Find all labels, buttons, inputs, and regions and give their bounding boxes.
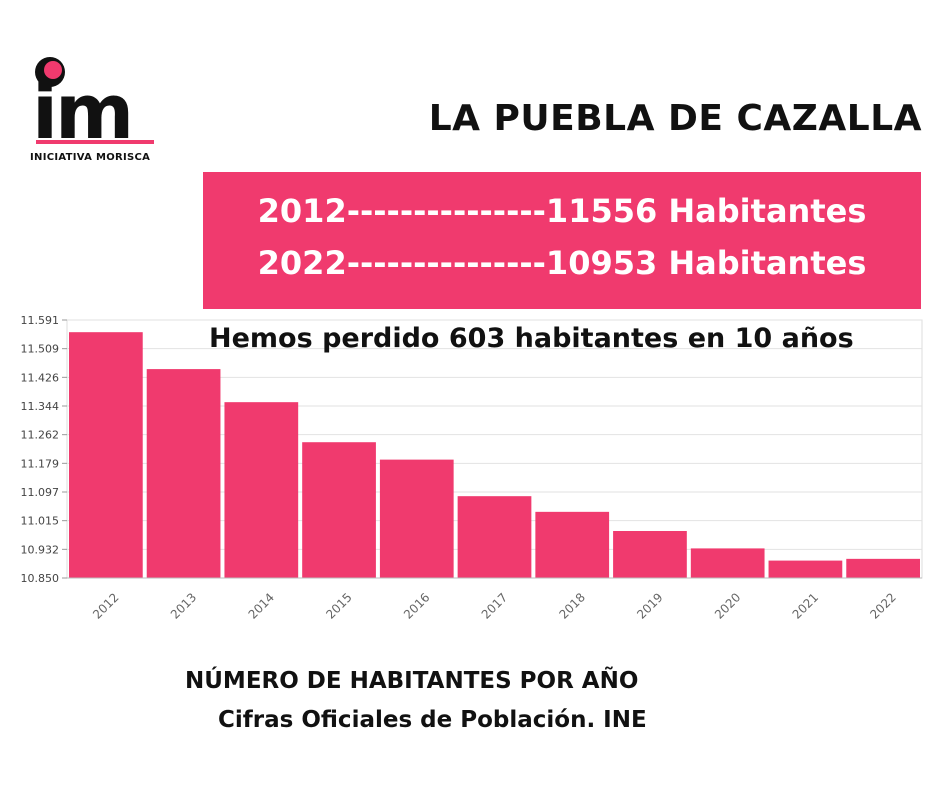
bar-2017 xyxy=(457,496,532,578)
y-tick-label: 11.097 xyxy=(21,486,60,499)
x-tick-label: 2014 xyxy=(246,590,277,621)
x-tick-label: 2015 xyxy=(323,590,354,621)
logo-dot-inner xyxy=(44,61,62,79)
y-tick-label: 11.344 xyxy=(21,400,60,413)
bar-2019 xyxy=(613,530,687,578)
chart-annotation: Hemos perdido 603 habitantes en 10 años xyxy=(209,323,854,354)
bar-2022 xyxy=(846,558,920,578)
footer-title: NÚMERO DE HABITANTES POR AÑO xyxy=(185,668,639,694)
bar-2014 xyxy=(224,402,299,578)
highlight-line-2022: 2022---------------10953 Habitantes xyxy=(257,244,867,282)
y-tick-label: 10.850 xyxy=(21,572,60,585)
x-tick-label: 2012 xyxy=(90,590,121,621)
population-bar-chart: 11.591 11.509 11.426 11.344 11.262 11.179 11.0… xyxy=(21,314,923,622)
bar-2013 xyxy=(146,369,221,578)
bar-2020 xyxy=(690,548,765,578)
x-tick-label: 2016 xyxy=(401,590,432,621)
x-tick-label: 2022 xyxy=(867,590,898,621)
x-tick-label: 2019 xyxy=(634,590,665,621)
logo-caption: INICIATIVA MORISCA xyxy=(30,152,151,163)
y-tick-label: 11.262 xyxy=(21,429,60,442)
x-tick-label: 2020 xyxy=(712,590,743,621)
y-tick-label: 11.591 xyxy=(21,314,60,327)
y-tick-label: 11.179 xyxy=(21,457,60,470)
y-tick-label: 11.015 xyxy=(21,515,60,528)
bar-2015 xyxy=(302,442,376,578)
bar-2012 xyxy=(69,332,143,578)
bar-2021 xyxy=(768,560,843,578)
highlight-line-2012: 2012---------------11556 Habitantes xyxy=(257,192,867,230)
footer-source: Cifras Oficiales de Población. INE xyxy=(218,707,647,733)
bar-2016 xyxy=(379,459,454,578)
y-tick-label: 10.932 xyxy=(21,543,60,556)
logo-underline xyxy=(36,140,154,144)
x-tick-label: 2013 xyxy=(168,590,199,621)
bar-2018 xyxy=(535,511,610,578)
y-tick-label: 11.426 xyxy=(21,371,60,384)
x-tick-label: 2021 xyxy=(790,590,821,621)
x-tick-label: 2018 xyxy=(556,590,587,621)
iniciativa-morisca-logo: im xyxy=(32,57,154,156)
page-title: LA PUEBLA DE CAZALLA xyxy=(428,98,922,139)
x-tick-label: 2017 xyxy=(479,590,510,621)
population-highlight-box: 2012---------------11556 Habitantes 2022… xyxy=(203,172,921,309)
y-tick-label: 11.509 xyxy=(21,343,60,356)
